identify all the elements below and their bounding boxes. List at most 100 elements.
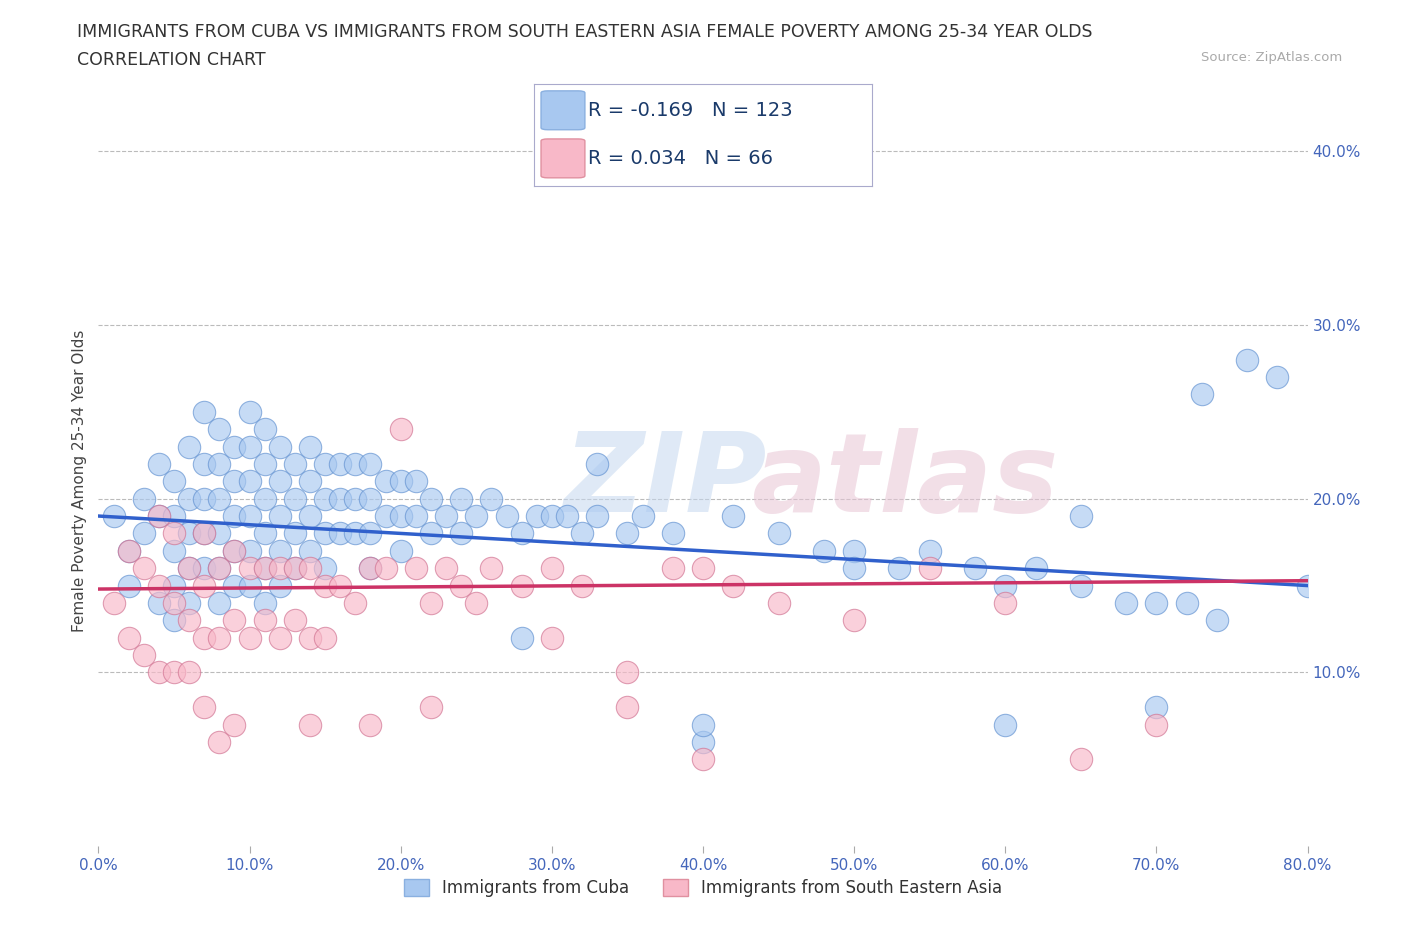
Point	[118, 578, 141, 593]
Point	[103, 595, 125, 610]
Point	[1144, 699, 1167, 714]
Text: ZIP: ZIP	[564, 428, 768, 535]
Point	[299, 561, 322, 576]
Point	[965, 561, 987, 576]
Text: CORRELATION CHART: CORRELATION CHART	[77, 51, 266, 69]
Point	[495, 509, 517, 524]
Point	[163, 543, 186, 558]
Point	[389, 543, 412, 558]
Point	[405, 509, 427, 524]
Point	[329, 578, 352, 593]
Point	[132, 561, 155, 576]
Point	[208, 457, 231, 472]
Point	[510, 631, 533, 645]
Point	[239, 405, 262, 419]
Point	[118, 543, 141, 558]
Point	[723, 578, 745, 593]
Point	[193, 526, 215, 541]
Point	[193, 405, 215, 419]
Point	[224, 509, 246, 524]
Point	[540, 631, 562, 645]
Point	[118, 543, 141, 558]
Point	[526, 509, 548, 524]
Point	[844, 561, 866, 576]
Point	[616, 699, 638, 714]
Point	[420, 595, 443, 610]
Point	[179, 526, 201, 541]
Point	[224, 474, 246, 489]
Point	[163, 474, 186, 489]
Point	[1115, 595, 1137, 610]
Point	[510, 526, 533, 541]
Point	[434, 561, 457, 576]
Point	[1024, 561, 1046, 576]
Point	[224, 543, 246, 558]
Point	[420, 699, 443, 714]
Point	[148, 509, 170, 524]
Point	[179, 665, 201, 680]
Point	[360, 561, 382, 576]
Point	[450, 491, 472, 506]
Point	[148, 665, 170, 680]
Point	[1144, 717, 1167, 732]
Point	[405, 561, 427, 576]
Point	[1070, 509, 1092, 524]
Point	[389, 421, 412, 436]
Point	[374, 474, 396, 489]
Point	[269, 439, 291, 454]
Point	[994, 717, 1017, 732]
Point	[1206, 613, 1229, 628]
Point	[284, 526, 307, 541]
Point	[540, 509, 562, 524]
Point	[420, 526, 443, 541]
Point	[329, 491, 352, 506]
Point	[269, 543, 291, 558]
Point	[239, 439, 262, 454]
Point	[1236, 352, 1258, 367]
Point	[284, 491, 307, 506]
Point	[344, 526, 367, 541]
Point	[224, 613, 246, 628]
Point	[918, 561, 941, 576]
Point	[329, 526, 352, 541]
Point	[239, 474, 262, 489]
Point	[465, 595, 488, 610]
Y-axis label: Female Poverty Among 25-34 Year Olds: Female Poverty Among 25-34 Year Olds	[72, 330, 87, 632]
Point	[571, 526, 593, 541]
Point	[420, 491, 443, 506]
Point	[586, 457, 609, 472]
Point	[179, 561, 201, 576]
Point	[661, 561, 683, 576]
Point	[1191, 387, 1213, 402]
Point	[344, 457, 367, 472]
Point	[344, 595, 367, 610]
Point	[163, 613, 186, 628]
FancyBboxPatch shape	[541, 91, 585, 130]
Point	[253, 561, 276, 576]
Point	[360, 457, 382, 472]
Point	[631, 509, 654, 524]
Point	[360, 561, 382, 576]
Point	[389, 509, 412, 524]
Point	[193, 699, 215, 714]
Point	[163, 578, 186, 593]
Point	[314, 561, 336, 576]
Point	[163, 665, 186, 680]
Point	[299, 439, 322, 454]
Point	[481, 561, 503, 576]
Point	[208, 735, 231, 750]
Point	[179, 439, 201, 454]
Point	[239, 561, 262, 576]
Point	[768, 526, 790, 541]
Point	[253, 613, 276, 628]
Point	[132, 647, 155, 662]
Point	[889, 561, 911, 576]
Point	[994, 595, 1017, 610]
Point	[269, 509, 291, 524]
Point	[692, 752, 714, 767]
Point	[1070, 578, 1092, 593]
Point	[193, 561, 215, 576]
Point	[284, 613, 307, 628]
Point	[314, 526, 336, 541]
Point	[314, 578, 336, 593]
